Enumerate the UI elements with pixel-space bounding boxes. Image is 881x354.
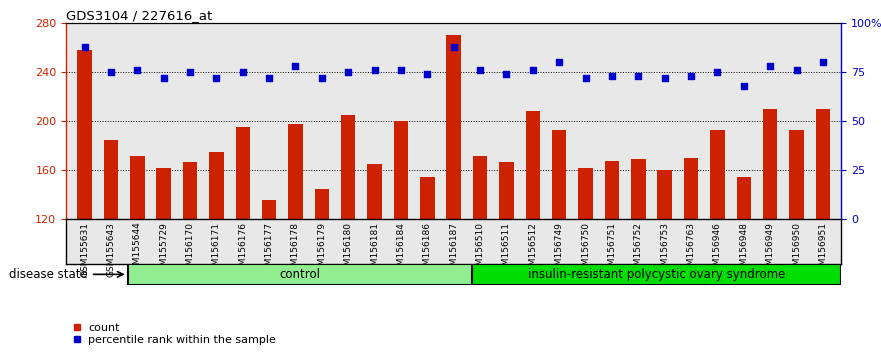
Point [288, 63, 302, 69]
Bar [604, 160, 619, 219]
Point [130, 67, 144, 73]
Point [789, 67, 803, 73]
Text: GSM156179: GSM156179 [317, 222, 326, 277]
Bar [657, 170, 672, 219]
Point [737, 83, 751, 89]
Bar [157, 168, 171, 219]
Bar [420, 177, 434, 219]
Point [78, 44, 92, 50]
Bar [500, 162, 514, 219]
Bar [288, 124, 303, 219]
Text: GSM156171: GSM156171 [212, 222, 221, 277]
Text: GSM156950: GSM156950 [792, 222, 801, 277]
Bar [552, 130, 566, 219]
Point [236, 69, 250, 75]
Point [763, 63, 777, 69]
Text: control: control [279, 268, 321, 281]
Text: GSM156512: GSM156512 [529, 222, 537, 276]
Bar [130, 156, 144, 219]
Bar [128, 264, 472, 285]
Bar [631, 159, 646, 219]
Point [157, 75, 171, 81]
Bar [341, 115, 356, 219]
Bar [367, 164, 381, 219]
Point [605, 73, 619, 79]
Text: GSM156951: GSM156951 [818, 222, 827, 277]
Point [684, 73, 698, 79]
Bar [394, 121, 408, 219]
Bar [710, 130, 725, 219]
Bar [473, 156, 487, 219]
Text: GSM156186: GSM156186 [423, 222, 432, 277]
Bar [209, 152, 224, 219]
Text: GSM156510: GSM156510 [476, 222, 485, 277]
Text: GSM156170: GSM156170 [186, 222, 195, 277]
Bar [684, 158, 699, 219]
Point [473, 67, 487, 73]
Text: GSM155729: GSM155729 [159, 222, 168, 276]
Text: disease state: disease state [10, 268, 88, 281]
Text: GSM156178: GSM156178 [291, 222, 300, 277]
Bar [526, 112, 540, 219]
Text: GSM156184: GSM156184 [396, 222, 405, 276]
Point [104, 69, 118, 75]
Text: GSM156187: GSM156187 [449, 222, 458, 277]
Point [394, 67, 408, 73]
Text: GSM156752: GSM156752 [633, 222, 643, 276]
Text: GSM156753: GSM156753 [660, 222, 670, 277]
Point [341, 69, 355, 75]
Text: GSM156948: GSM156948 [739, 222, 748, 276]
Bar [763, 109, 777, 219]
Text: GSM156511: GSM156511 [502, 222, 511, 277]
Point [210, 75, 224, 81]
Text: GSM156176: GSM156176 [238, 222, 248, 277]
Text: GSM156949: GSM156949 [766, 222, 774, 276]
Point [579, 75, 593, 81]
Bar [578, 168, 593, 219]
Text: GSM156180: GSM156180 [344, 222, 352, 277]
Text: GSM156181: GSM156181 [370, 222, 379, 277]
Point [526, 67, 540, 73]
Text: GSM156177: GSM156177 [264, 222, 274, 277]
Text: GSM155631: GSM155631 [80, 222, 89, 277]
Bar [262, 200, 277, 219]
Bar [104, 140, 118, 219]
Bar [789, 130, 803, 219]
Point [447, 44, 461, 50]
Text: GSM155644: GSM155644 [133, 222, 142, 276]
Text: GSM156750: GSM156750 [581, 222, 590, 277]
Point [367, 67, 381, 73]
Bar [447, 35, 461, 219]
Bar [78, 50, 92, 219]
Point [657, 75, 671, 81]
Text: GDS3104 / 227616_at: GDS3104 / 227616_at [66, 9, 212, 22]
Point [710, 69, 724, 75]
Bar [235, 127, 250, 219]
Point [500, 71, 514, 77]
Text: insulin-resistant polycystic ovary syndrome: insulin-resistant polycystic ovary syndr… [528, 268, 786, 281]
Bar [315, 189, 329, 219]
Point [632, 73, 646, 79]
Text: GSM156946: GSM156946 [713, 222, 722, 276]
Text: GSM156751: GSM156751 [607, 222, 617, 277]
Point [420, 71, 434, 77]
Point [262, 75, 276, 81]
Bar [816, 109, 830, 219]
Point [315, 75, 329, 81]
Point [183, 69, 197, 75]
Bar [737, 177, 751, 219]
Legend: count, percentile rank within the sample: count, percentile rank within the sample [71, 323, 276, 345]
Text: GSM155643: GSM155643 [107, 222, 115, 276]
Bar [472, 264, 841, 285]
Text: GSM156749: GSM156749 [555, 222, 564, 276]
Text: GSM156763: GSM156763 [686, 222, 695, 277]
Bar [182, 162, 197, 219]
Point [552, 59, 566, 65]
Point [816, 59, 830, 65]
